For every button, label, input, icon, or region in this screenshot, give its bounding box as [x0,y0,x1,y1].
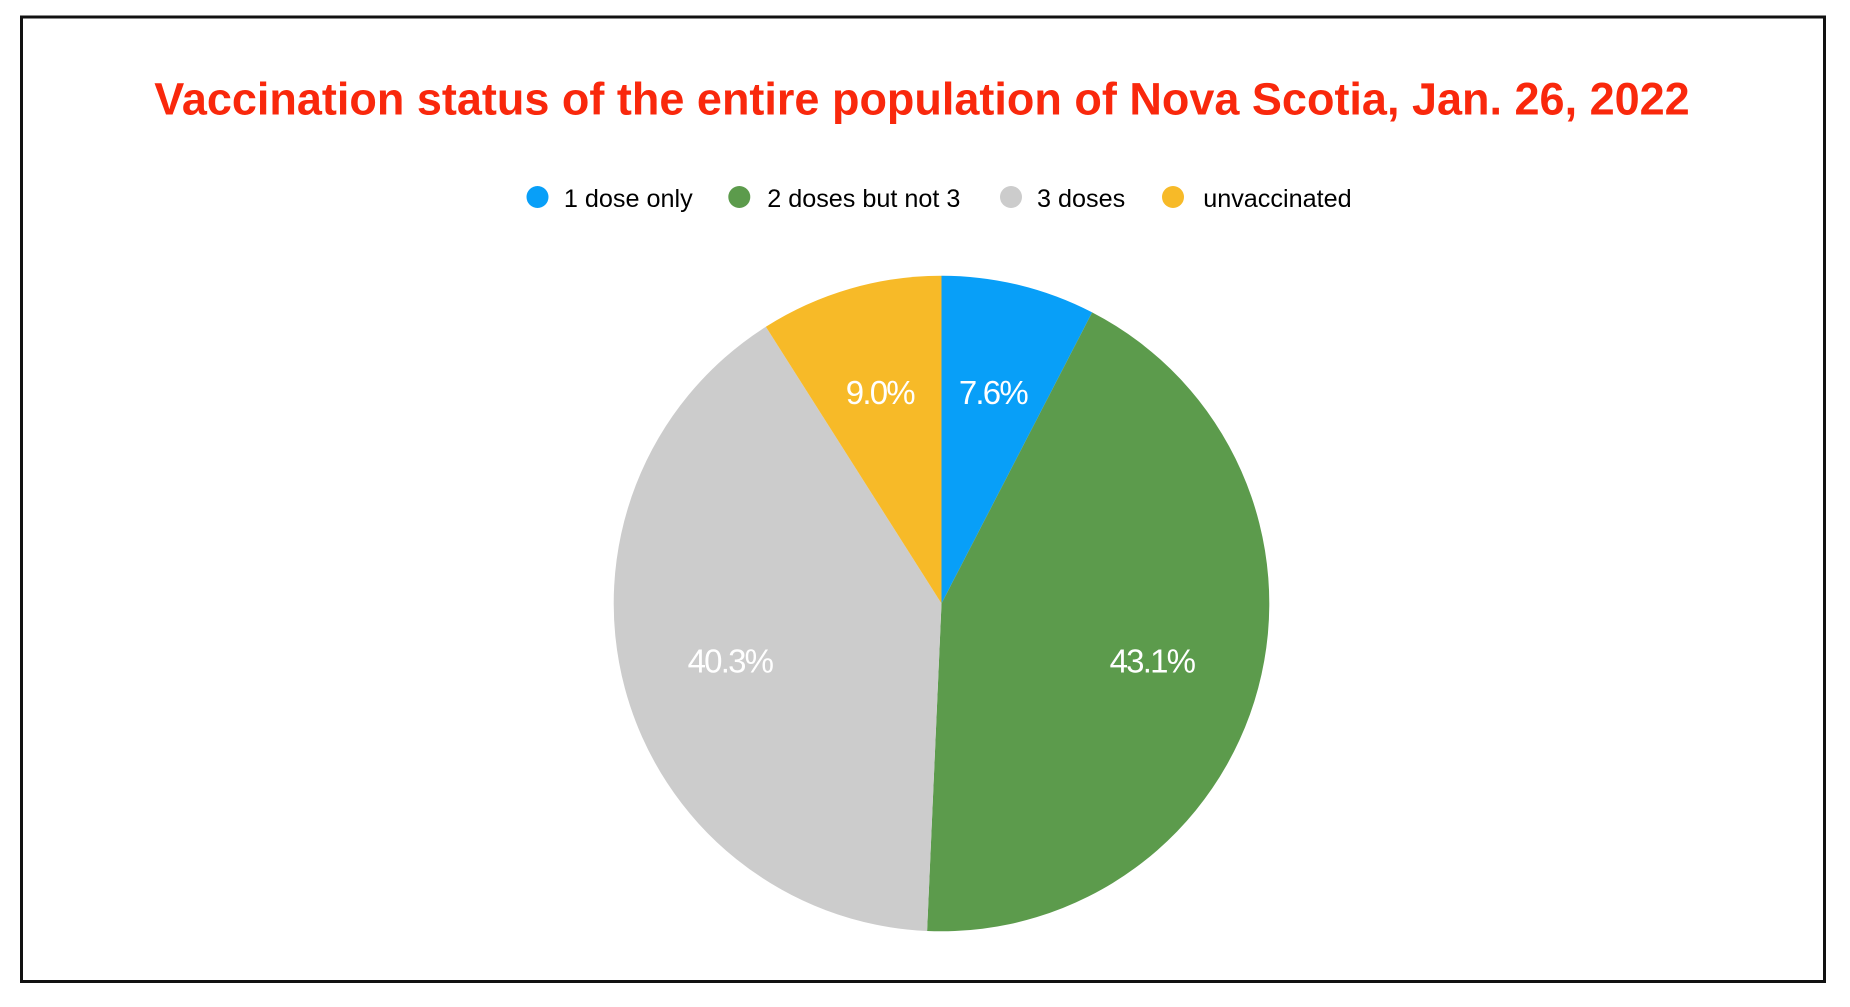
svg-text:1 dose only: 1 dose only [564,185,693,213]
svg-text:40.3%: 40.3% [688,643,774,680]
svg-text:9.0%: 9.0% [846,374,915,411]
svg-text:2 doses but not 3: 2 doses but not 3 [767,185,960,213]
svg-text:Vaccination status of the enti: Vaccination status of the entire populat… [154,73,1689,124]
svg-text:7.6%: 7.6% [959,374,1028,411]
svg-text:unvaccinated: unvaccinated [1203,185,1351,213]
svg-text:43.1%: 43.1% [1110,643,1196,680]
svg-text:3 doses: 3 doses [1037,185,1125,213]
